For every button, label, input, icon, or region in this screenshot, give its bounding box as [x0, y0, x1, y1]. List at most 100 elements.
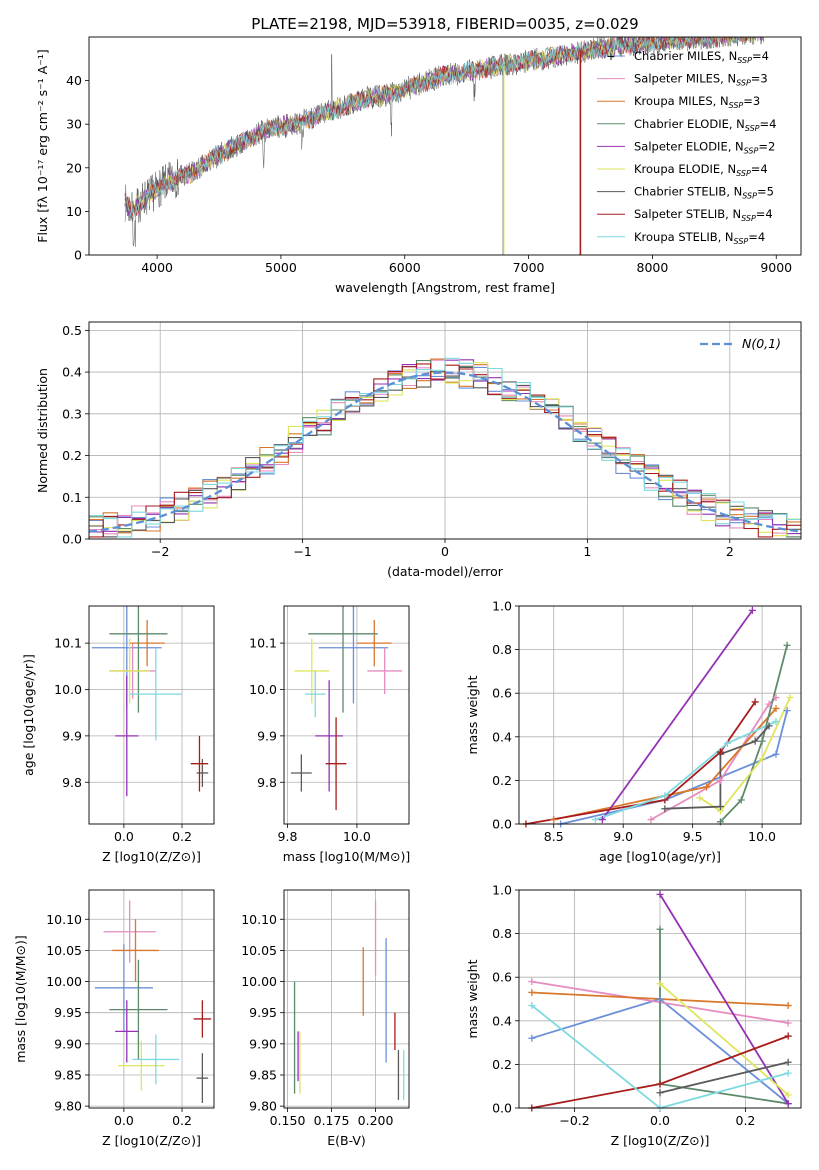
legend-label-count: =3 — [751, 72, 768, 86]
series-salpeter-stelib-marker — [784, 1032, 792, 1040]
age-Z-plot-area — [91, 606, 209, 797]
legend-chabrier-stelib-label: Chabrier STELIB, NSSP=5 — [634, 185, 774, 201]
legend-label-sub: SSP — [737, 56, 752, 65]
mass-Z-plot-area — [94, 900, 212, 1104]
series-chabrier-miles-marker — [528, 1034, 536, 1042]
mass-EBV-ytick-label: 10.10 — [241, 912, 277, 927]
weight-Z-xtick-label: 0.0 — [650, 1113, 670, 1128]
spectrum-ytick-label: 40 — [66, 73, 82, 88]
legend-chabrier-elodie-label: Chabrier ELODIE, NSSP=4 — [634, 117, 776, 133]
mass-EBV-ytick-label: 9.80 — [249, 1099, 277, 1114]
residuals-ylabel: Normed distribution — [35, 368, 50, 493]
series-chabrier-stelib-marker — [765, 722, 773, 730]
weight-age-frame — [518, 605, 802, 825]
legend-label-count: =4 — [756, 207, 773, 221]
weight-Z-ytick-label: 0.6 — [492, 970, 512, 985]
spectrum-xtick-label: 4000 — [141, 260, 173, 275]
legend-kroupa-elodie-label: Kroupa ELODIE, NSSP=4 — [634, 162, 768, 178]
series-chabrier-elodie-marker — [783, 641, 791, 649]
mass-Z-ytick-label: 10.00 — [46, 974, 82, 989]
legend-label-count: =4 — [751, 162, 768, 176]
series-chabrier-stelib-marker — [661, 805, 669, 813]
mass-EBV-xtick-label: 0.150 — [270, 1113, 306, 1128]
residuals-xlabel: (data-model)/error — [387, 564, 504, 579]
legend-marker: + — [606, 50, 615, 63]
mass-Z-xtick-label: 0.0 — [114, 1113, 134, 1128]
figure-title: PLATE=2198, MJD=53918, FIBERID=0035, z=0… — [251, 15, 638, 33]
spectrum-xtick-label: 9000 — [760, 260, 792, 275]
weight-age-xtick-label: 8.5 — [544, 829, 564, 844]
mass-Z-axes: 0.0 0.2 9.80 9.85 9.90 9.95 10.00 10.05 10.10 Z [… — [13, 889, 215, 1148]
series-kroupa-miles-marker — [784, 1002, 792, 1010]
series-salpeter-stelib-line — [525, 701, 756, 824]
weight-Z-xtick-label: 0.2 — [736, 1113, 756, 1128]
age-mass-axes: 9.8 10.0 9.8 9.9 10.0 10.1 mass [log10(M/M⊙)] — [249, 605, 411, 864]
age-Z-ytick-label: 9.9 — [62, 728, 82, 743]
weight-Z-ytick-label: 0.2 — [492, 1057, 512, 1072]
age-mass-xlabel: mass [log10(M/M⊙)] — [283, 849, 411, 864]
series-kroupa-stelib-marker — [591, 816, 599, 824]
series-salpeter-miles-marker — [647, 816, 655, 824]
legend-kroupa-miles-label: Kroupa MILES, NSSP=3 — [634, 94, 760, 110]
legend-label-main: Chabrier MILES, N — [634, 49, 737, 63]
series-chabrier-miles-marker — [656, 995, 664, 1003]
legend-label-main: Chabrier ELODIE, N — [634, 117, 745, 131]
series-chabrier-elodie-marker — [656, 925, 664, 933]
series-chabrier-elodie-marker — [737, 796, 745, 804]
residuals-plot-area — [89, 357, 801, 538]
residual-histogram-kroupa-stelib — [89, 357, 801, 538]
legend-label-main: Kroupa ELODIE, N — [634, 162, 736, 176]
residuals-xtick-label: −2 — [151, 544, 169, 559]
weight-Z-xtick-label: −0.2 — [559, 1113, 589, 1128]
residuals-ytick-label: 0.2 — [62, 448, 82, 463]
weight-Z-ylabel: mass weight — [465, 959, 480, 1038]
spectrum-ytick-label: 0 — [74, 248, 82, 263]
mass-Z-ytick-label: 9.85 — [54, 1067, 82, 1082]
series-kroupa-stelib-marker — [723, 739, 731, 747]
mass-Z-ytick-label: 10.10 — [46, 912, 82, 927]
mass-EBV-xlabel: E(B-V) — [327, 1133, 366, 1148]
series-kroupa-miles-marker — [528, 988, 536, 996]
weight-age-ytick-label: 0.6 — [492, 686, 512, 701]
residual-histogram-kroupa-elodie — [89, 362, 801, 537]
mass-Z-ytick-label: 9.95 — [54, 1005, 82, 1020]
series-salpeter-stelib-marker — [656, 1080, 664, 1088]
weight-Z-xlabel: Z [log10(Z/Z⊙)] — [611, 1133, 710, 1148]
mass-EBV-axes: 0.150 0.175 0.200 9.80 9.85 9.90 9.95 10.00 10.0… — [241, 889, 410, 1148]
residuals-ytick-label: 0.3 — [62, 406, 82, 421]
legend-label-sub: SSP — [742, 192, 757, 201]
weight-Z-axes: −0.2 0.0 0.2 0.0 0.2 0.4 0.6 0.8 1.0 Z [log10(Z/Z… — [465, 883, 802, 1148]
age-mass-xtick-label: 10.0 — [343, 829, 371, 844]
series-salpeter-miles-marker — [528, 978, 536, 986]
legend-label-sub: SSP — [729, 101, 744, 110]
model-salpeter-stelib-line — [124, 37, 748, 217]
spectrum-ytick-label: 20 — [66, 160, 82, 175]
legend-label-count: =4 — [752, 49, 769, 63]
series-salpeter-miles-marker — [784, 1019, 792, 1027]
legend-label-sub: SSP — [741, 214, 756, 223]
legend-label-sub: SSP — [736, 169, 751, 178]
mass-Z-xlabel: Z [log10(Z/Z⊙)] — [102, 1133, 201, 1148]
weight-age-ytick-label: 0.4 — [492, 729, 512, 744]
age-mass-ytick-label: 10.1 — [249, 636, 277, 651]
plot-layer: 4000 5000 6000 7000 8000 9000010203040wavelen… — [13, 36, 802, 1148]
weight-Z-ytick-label: 0.4 — [492, 1013, 512, 1028]
series-kroupa-miles-marker — [703, 783, 711, 791]
series-salpeter-elodie-marker — [656, 890, 664, 898]
series-kroupa-stelib-marker — [528, 1002, 536, 1010]
residuals-xtick-label: 0 — [441, 544, 449, 559]
mass-EBV-ytick-label: 9.85 — [249, 1067, 277, 1082]
spectrum-xtick-label: 7000 — [513, 260, 545, 275]
spectrum-frame — [88, 36, 802, 256]
mass-Z-xtick-label: 0.2 — [172, 1113, 192, 1128]
series-salpeter-elodie-line — [659, 893, 789, 1105]
series-kroupa-stelib-marker — [661, 792, 669, 800]
series-kroupa-elodie-line — [699, 697, 791, 813]
residuals-ytick-label: 0.1 — [62, 490, 82, 505]
age-Z-frame — [88, 605, 215, 825]
legend-label-count: =5 — [757, 185, 774, 199]
legend-label-main: Salpeter STELIB, N — [634, 207, 741, 221]
legend-label-sub: SSP — [744, 146, 759, 155]
mass-EBV-ytick-label: 10.05 — [241, 943, 277, 958]
